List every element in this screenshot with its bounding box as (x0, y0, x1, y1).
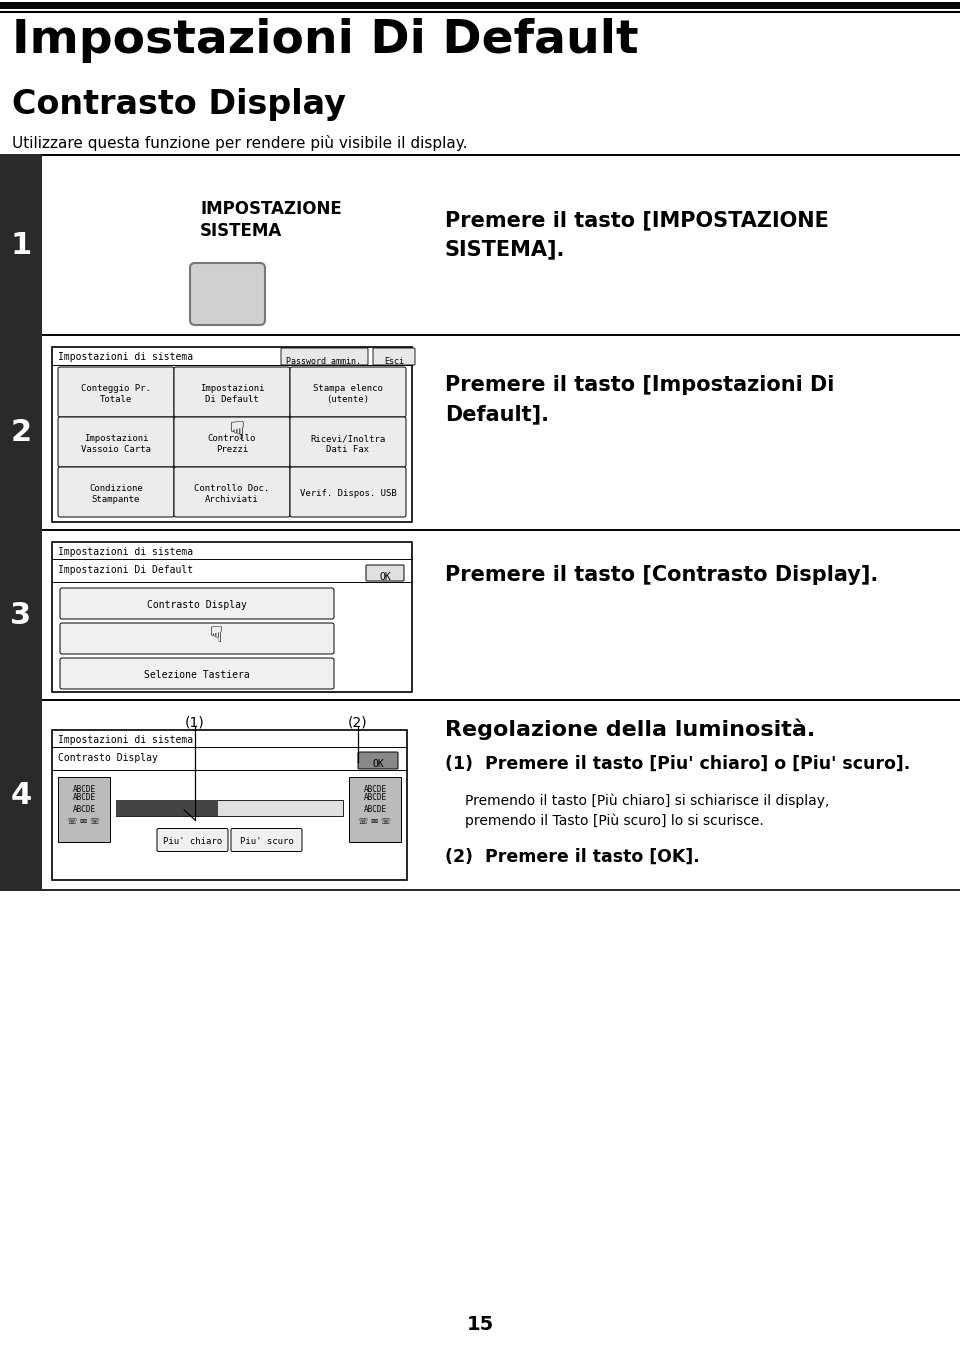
FancyBboxPatch shape (281, 348, 368, 364)
Text: Impostazioni di sistema: Impostazioni di sistema (58, 547, 193, 558)
FancyBboxPatch shape (290, 417, 406, 467)
Text: Stampa elenco
(utente): Stampa elenco (utente) (313, 385, 383, 404)
Text: ABCDE: ABCDE (72, 792, 96, 802)
Text: ☞: ☞ (220, 420, 244, 443)
Text: Contrasto Display: Contrasto Display (147, 599, 247, 609)
Text: Impostazioni Di Default: Impostazioni Di Default (58, 566, 193, 575)
Text: Condizione
Stampante: Condizione Stampante (89, 485, 143, 504)
Bar (0, 335, 42, 531)
FancyBboxPatch shape (290, 467, 406, 517)
Bar (0, 701, 42, 890)
Text: Piu' chiaro: Piu' chiaro (163, 837, 222, 845)
Text: ABCDE: ABCDE (72, 805, 96, 814)
Text: Ricevi/Inoltra
Dati Fax: Ricevi/Inoltra Dati Fax (310, 435, 386, 454)
Text: Premendo il tasto [Più chiaro] si schiarisce il display,
premendo il Tasto [Più : Premendo il tasto [Più chiaro] si schiar… (465, 792, 829, 828)
Text: Contrasto Display: Contrasto Display (58, 753, 157, 763)
Text: OK: OK (379, 572, 391, 582)
Text: Premere il tasto [Contrasto Display].: Premere il tasto [Contrasto Display]. (445, 566, 878, 585)
Bar (0, 531, 42, 701)
Bar (58, 778, 110, 842)
Text: Password ammin.: Password ammin. (286, 356, 362, 366)
Bar (116, 801, 343, 815)
FancyBboxPatch shape (60, 589, 334, 620)
Text: 2: 2 (11, 418, 32, 447)
Bar (52, 541, 412, 693)
FancyBboxPatch shape (58, 367, 174, 417)
Text: (1): (1) (185, 716, 204, 729)
Text: Premere il tasto [Impostazioni Di
Default].: Premere il tasto [Impostazioni Di Defaul… (445, 375, 834, 425)
FancyBboxPatch shape (157, 829, 228, 852)
Text: (2): (2) (348, 716, 368, 729)
FancyBboxPatch shape (231, 829, 302, 852)
Text: ABCDE: ABCDE (364, 784, 387, 794)
Text: ☞: ☞ (202, 624, 222, 644)
Text: 4: 4 (11, 780, 32, 810)
FancyBboxPatch shape (290, 367, 406, 417)
Text: Conteggio Pr.
Totale: Conteggio Pr. Totale (81, 385, 151, 404)
Bar (349, 778, 401, 842)
Text: (2)  Premere il tasto [OK].: (2) Premere il tasto [OK]. (445, 848, 700, 865)
Text: ABCDE: ABCDE (364, 792, 387, 802)
Text: Impostazioni
Di Default: Impostazioni Di Default (200, 385, 264, 404)
Bar (116, 801, 218, 815)
Text: 15: 15 (467, 1315, 493, 1334)
Text: Controllo Doc.
Archiviati: Controllo Doc. Archiviati (194, 485, 270, 504)
Text: Impostazioni di sistema: Impostazioni di sistema (58, 734, 193, 745)
FancyBboxPatch shape (366, 566, 404, 580)
FancyBboxPatch shape (60, 657, 334, 688)
Bar (0, 155, 42, 335)
FancyBboxPatch shape (58, 417, 174, 467)
Bar (52, 730, 407, 880)
Text: (1)  Premere il tasto [Piu' chiaro] o [Piu' scuro].: (1) Premere il tasto [Piu' chiaro] o [Pi… (445, 755, 910, 774)
Text: Impostazioni
Vassoio Carta: Impostazioni Vassoio Carta (81, 435, 151, 454)
FancyBboxPatch shape (60, 622, 334, 653)
Text: Regolazione della luminosità.: Regolazione della luminosità. (445, 718, 815, 740)
Text: IMPOSTAZIONE
SISTEMA: IMPOSTAZIONE SISTEMA (200, 200, 342, 240)
FancyBboxPatch shape (174, 467, 290, 517)
Text: Verif. Dispos. USB: Verif. Dispos. USB (300, 490, 396, 498)
Text: ☏ ✉ ☏: ☏ ✉ ☏ (67, 817, 101, 826)
FancyBboxPatch shape (358, 752, 398, 769)
Text: 1: 1 (11, 231, 32, 259)
FancyBboxPatch shape (174, 417, 290, 467)
Text: Impostazioni Di Default: Impostazioni Di Default (12, 18, 638, 63)
FancyBboxPatch shape (174, 367, 290, 417)
Text: Selezione Tastiera: Selezione Tastiera (144, 670, 250, 679)
Text: OK: OK (372, 759, 384, 769)
Text: ☏ ✉ ☏: ☏ ✉ ☏ (358, 817, 392, 826)
Text: Impostazioni di sistema: Impostazioni di sistema (58, 352, 193, 362)
FancyBboxPatch shape (190, 263, 265, 325)
Text: ABCDE: ABCDE (72, 784, 96, 794)
Text: Controllo
Prezzi: Controllo Prezzi (207, 435, 256, 454)
Text: Esci: Esci (384, 356, 404, 366)
Text: ABCDE: ABCDE (364, 805, 387, 814)
Text: Piu' scuro: Piu' scuro (240, 837, 294, 845)
Text: Utilizzare questa funzione per rendere più visibile il display.: Utilizzare questa funzione per rendere p… (12, 135, 468, 151)
Text: 3: 3 (11, 601, 32, 629)
FancyBboxPatch shape (58, 467, 174, 517)
Text: Contrasto Display: Contrasto Display (12, 88, 346, 122)
Text: Premere il tasto [IMPOSTAZIONE
SISTEMA].: Premere il tasto [IMPOSTAZIONE SISTEMA]. (445, 211, 828, 259)
FancyBboxPatch shape (373, 348, 415, 364)
Bar (52, 347, 412, 522)
